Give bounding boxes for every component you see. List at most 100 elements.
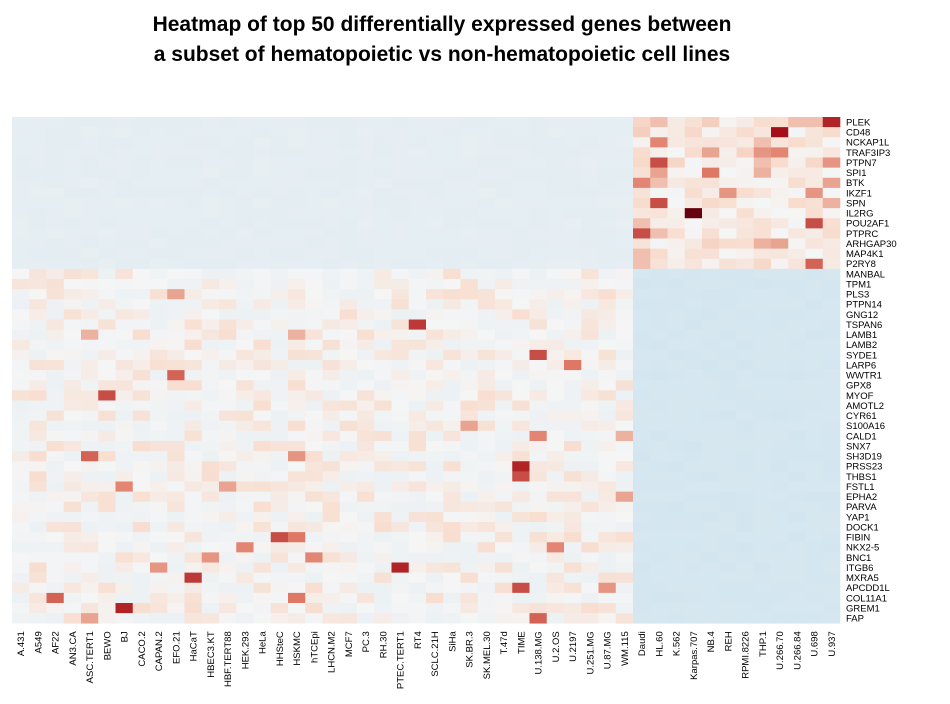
heatmap-cell bbox=[529, 157, 548, 168]
heatmap-cell bbox=[288, 592, 306, 604]
heatmap-cell bbox=[788, 542, 806, 553]
heatmap-cell bbox=[184, 279, 203, 290]
heatmap-cell bbox=[63, 248, 82, 260]
heatmap-cell bbox=[753, 319, 772, 330]
heatmap-cell bbox=[788, 208, 806, 219]
heatmap-cell bbox=[115, 390, 134, 401]
heatmap-cell bbox=[512, 511, 530, 523]
heatmap-cell bbox=[184, 177, 203, 189]
heatmap-cell bbox=[788, 258, 806, 270]
cell-line-label: RT4 bbox=[413, 631, 424, 649]
heatmap-cell bbox=[564, 451, 582, 462]
heatmap-cell bbox=[736, 238, 755, 249]
heatmap-cell bbox=[184, 238, 203, 249]
heatmap-cell bbox=[339, 481, 358, 492]
heatmap-cell bbox=[12, 329, 30, 341]
heatmap-cell bbox=[564, 360, 582, 371]
heatmap-cell bbox=[81, 329, 99, 341]
heatmap-cell bbox=[598, 208, 617, 219]
heatmap-cell bbox=[150, 127, 168, 138]
heatmap-cell bbox=[12, 410, 30, 422]
heatmap-cell bbox=[81, 390, 99, 401]
heatmap-cell bbox=[322, 319, 341, 330]
heatmap-cell bbox=[219, 157, 237, 168]
cell-line-label: U.2.OS bbox=[551, 631, 562, 662]
heatmap-cell bbox=[426, 522, 444, 533]
heatmap-cell bbox=[667, 177, 686, 189]
heatmap-cell bbox=[598, 319, 617, 330]
heatmap-cell bbox=[132, 319, 151, 330]
heatmap-cell bbox=[184, 147, 203, 158]
heatmap-cell bbox=[288, 511, 306, 523]
heatmap-cell bbox=[771, 309, 789, 320]
heatmap-cell bbox=[305, 522, 323, 533]
heatmap-cell bbox=[12, 481, 30, 492]
heatmap-cell bbox=[63, 542, 82, 553]
gene-label: SPN bbox=[846, 198, 866, 209]
heatmap-cell bbox=[477, 441, 496, 452]
heatmap-cell bbox=[426, 127, 444, 138]
heatmap-cell bbox=[63, 208, 82, 219]
heatmap-cell bbox=[98, 268, 116, 280]
heatmap-cell bbox=[822, 309, 841, 320]
heatmap-cell bbox=[719, 198, 737, 209]
heatmap-cell bbox=[29, 501, 47, 513]
heatmap-cell bbox=[184, 228, 203, 239]
heatmap-cell bbox=[81, 380, 99, 391]
heatmap-cell bbox=[98, 491, 116, 503]
heatmap-cell bbox=[719, 501, 737, 513]
heatmap-cell bbox=[443, 248, 461, 260]
heatmap-cell bbox=[564, 603, 582, 614]
heatmap-cell bbox=[236, 552, 254, 563]
heatmap-cell bbox=[546, 441, 565, 452]
heatmap-cell bbox=[736, 279, 755, 290]
heatmap-cell bbox=[236, 258, 254, 270]
heatmap-cell bbox=[805, 228, 824, 239]
heatmap-cell bbox=[443, 238, 461, 249]
heatmap-cell bbox=[684, 309, 703, 320]
heatmap-cell bbox=[288, 279, 306, 290]
heatmap-cell bbox=[719, 289, 737, 300]
heatmap-cell bbox=[529, 491, 548, 503]
heatmap-cell bbox=[219, 208, 237, 219]
heatmap-cell bbox=[150, 461, 168, 472]
heatmap-cell bbox=[288, 268, 306, 280]
heatmap-cell bbox=[46, 522, 65, 533]
heatmap-cell bbox=[322, 218, 341, 229]
heatmap-cell bbox=[150, 248, 168, 260]
heatmap-cell bbox=[495, 198, 513, 209]
heatmap-cell bbox=[81, 542, 99, 553]
heatmap-cell bbox=[460, 370, 479, 381]
heatmap-cell bbox=[270, 461, 289, 472]
heatmap-cell bbox=[12, 127, 30, 138]
heatmap-cell bbox=[29, 147, 47, 158]
heatmap-cell bbox=[12, 390, 30, 401]
heatmap-cell bbox=[288, 167, 306, 179]
heatmap-cell bbox=[615, 349, 634, 361]
heatmap-cell bbox=[201, 613, 220, 624]
gene-label: SPI1 bbox=[846, 168, 867, 179]
heatmap-cell bbox=[253, 501, 272, 513]
heatmap-cell bbox=[615, 380, 634, 391]
heatmap-cells bbox=[12, 117, 841, 624]
heatmap-cell bbox=[529, 127, 548, 138]
heatmap-cell bbox=[598, 147, 617, 158]
heatmap-cell bbox=[443, 157, 461, 168]
heatmap-cell bbox=[253, 228, 272, 239]
heatmap-cell bbox=[736, 268, 755, 280]
heatmap-cell bbox=[753, 339, 772, 351]
heatmap-cell bbox=[667, 390, 686, 401]
heatmap-cell bbox=[495, 238, 513, 249]
heatmap-cell bbox=[512, 279, 530, 290]
heatmap-cell bbox=[391, 329, 410, 341]
heatmap-cell bbox=[305, 349, 323, 361]
heatmap-cell bbox=[512, 258, 530, 270]
heatmap-cell bbox=[650, 562, 668, 573]
heatmap-cell bbox=[426, 299, 444, 310]
heatmap-cell bbox=[305, 208, 323, 219]
heatmap-cell bbox=[167, 228, 185, 239]
heatmap-cell bbox=[667, 430, 686, 442]
heatmap-cell bbox=[115, 228, 134, 239]
heatmap-cell bbox=[495, 157, 513, 168]
heatmap-cell bbox=[150, 309, 168, 320]
